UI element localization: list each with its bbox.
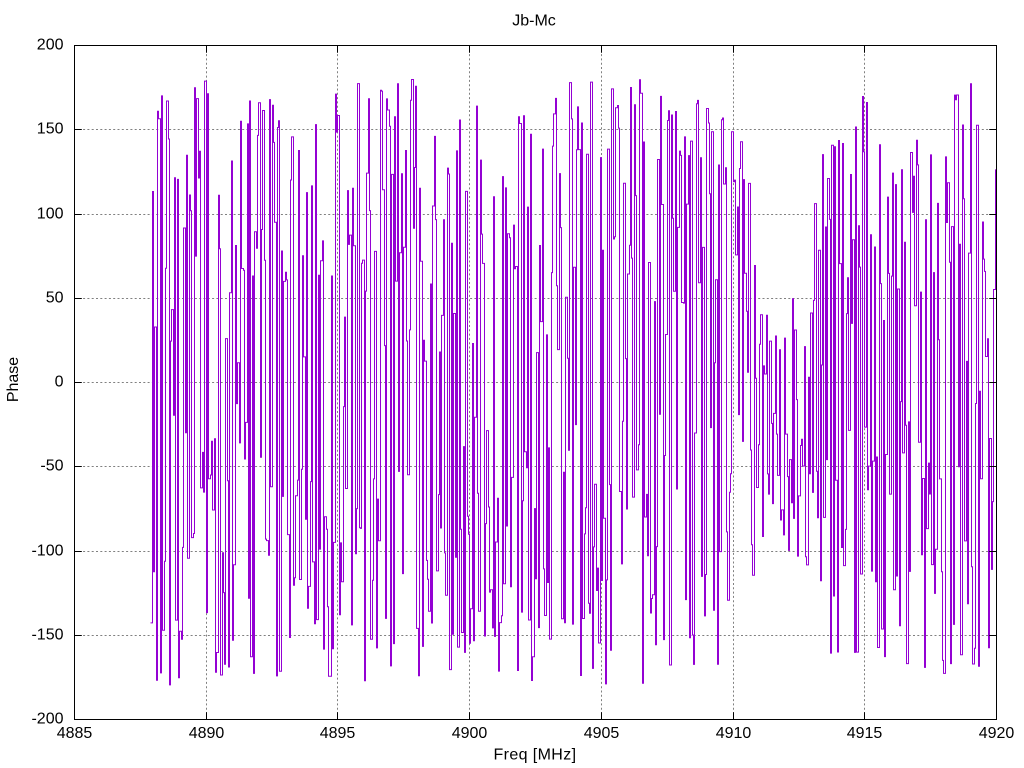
svg-text:150: 150 bbox=[37, 121, 64, 138]
svg-text:4895: 4895 bbox=[320, 725, 356, 742]
svg-text:4920: 4920 bbox=[979, 725, 1015, 742]
svg-text:-200: -200 bbox=[31, 711, 63, 728]
svg-text:Jb-Mc: Jb-Mc bbox=[512, 13, 556, 30]
svg-text:4910: 4910 bbox=[716, 725, 752, 742]
svg-text:4885: 4885 bbox=[57, 725, 93, 742]
svg-text:50: 50 bbox=[46, 290, 64, 307]
svg-text:4900: 4900 bbox=[452, 725, 488, 742]
svg-text:0: 0 bbox=[55, 374, 64, 391]
svg-text:Phase: Phase bbox=[5, 357, 22, 402]
svg-text:-100: -100 bbox=[31, 543, 63, 560]
svg-text:200: 200 bbox=[37, 37, 64, 54]
svg-text:Freq [MHz]: Freq [MHz] bbox=[494, 747, 577, 764]
svg-text:4905: 4905 bbox=[584, 725, 620, 742]
svg-text:4915: 4915 bbox=[847, 725, 883, 742]
svg-text:-150: -150 bbox=[31, 627, 63, 644]
svg-text:-50: -50 bbox=[40, 458, 63, 475]
svg-text:4890: 4890 bbox=[189, 725, 225, 742]
svg-text:100: 100 bbox=[37, 206, 64, 223]
